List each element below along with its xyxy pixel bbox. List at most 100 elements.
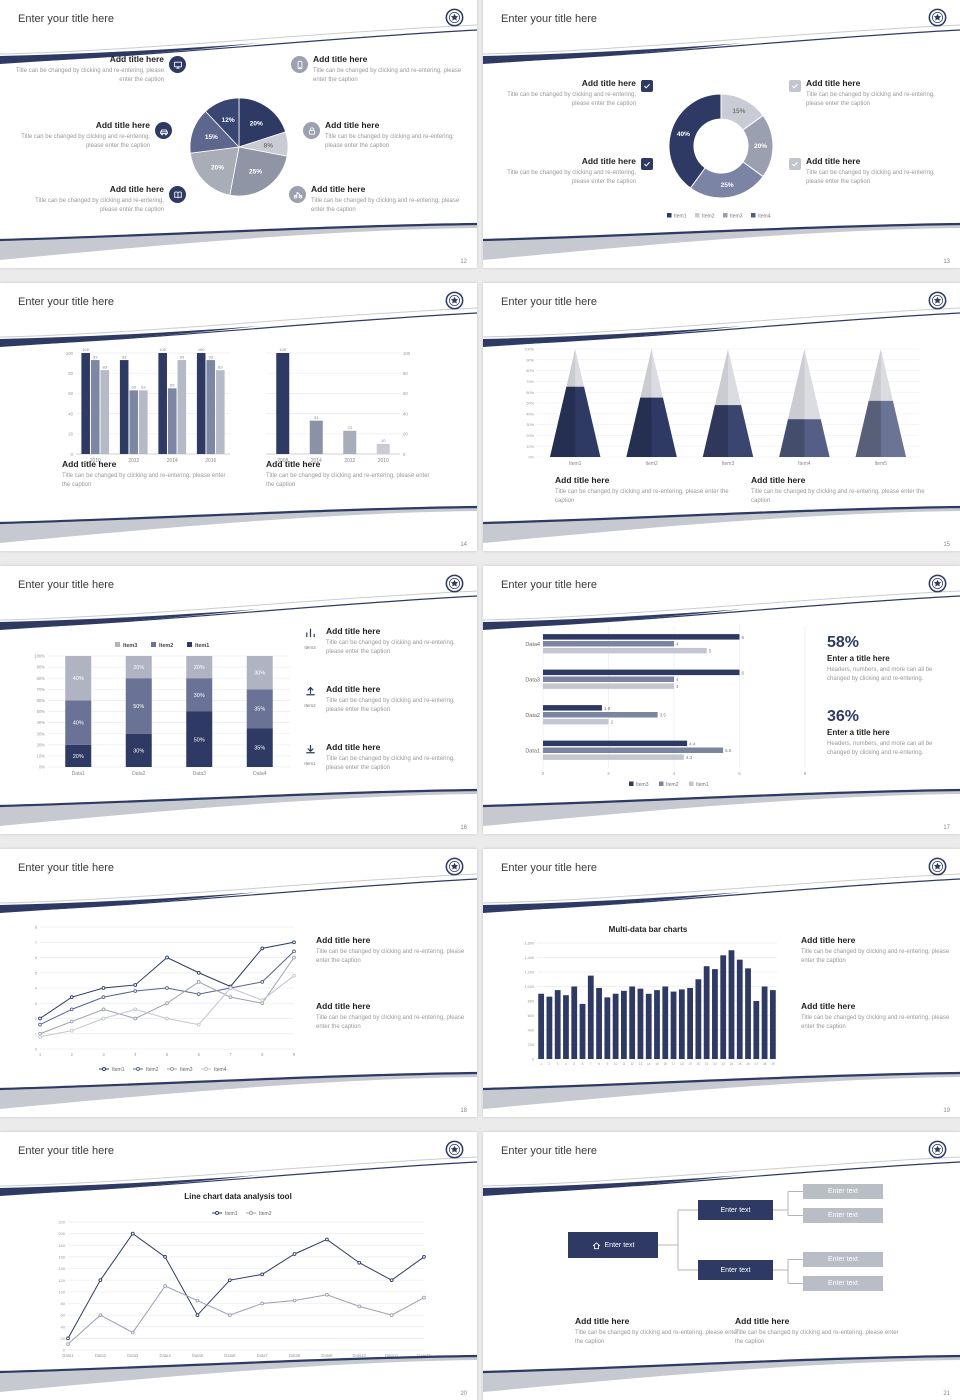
flow-diagram: Enter text Enter text Enter text Enter t…: [568, 1182, 913, 1307]
svg-text:40: 40: [61, 1324, 66, 1329]
slide-thumbnail-20[interactable]: Enter your title here Line chart data an…: [0, 1132, 477, 1400]
slide-thumbnail-14[interactable]: Enter your title here 0 20 40 60 80 100 2010 10…: [0, 283, 477, 551]
donut-chart: 15% 20% 25% 40% Item1 Item2 Item3 Item4: [665, 86, 777, 222]
svg-text:0: 0: [532, 1058, 534, 1062]
page-number: 15: [943, 542, 950, 548]
diagram-leaf-box[interactable]: Enter text: [803, 1252, 883, 1267]
diagram-branch-box[interactable]: Enter text: [698, 1260, 773, 1280]
svg-text:5: 5: [573, 1062, 575, 1066]
block-caption: Title can be changed by clicking and re-…: [326, 640, 455, 656]
svg-text:8: 8: [261, 1052, 264, 1057]
svg-text:1: 1: [540, 1062, 542, 1066]
bottom-swoosh-decoration: [0, 788, 477, 826]
svg-text:19: 19: [688, 1062, 692, 1066]
feature-block: Add title here Title can be changed by cl…: [291, 54, 467, 86]
diagram-root-box[interactable]: Enter text: [568, 1232, 658, 1258]
checkbox-icon: [789, 80, 801, 92]
page-number: 21: [943, 1391, 950, 1397]
feature-block: Add title here Title can be changed by cl…: [12, 54, 186, 86]
svg-text:Data3: Data3: [525, 677, 540, 683]
book-icon: [169, 186, 186, 203]
svg-text:Item1: Item1: [696, 782, 709, 788]
bottom-swoosh-decoration: [0, 222, 477, 260]
diagram-leaf-box[interactable]: Enter text: [803, 1184, 883, 1199]
svg-text:50%: 50%: [194, 737, 205, 743]
svg-text:23: 23: [721, 1062, 725, 1066]
diagram-box-label: Enter text: [720, 1206, 751, 1214]
svg-text:63: 63: [141, 385, 146, 390]
slide-thumbnail-15[interactable]: Enter your title here 0% 10% 20% 30% 40% 50% 6…: [483, 283, 960, 551]
svg-text:8: 8: [35, 925, 38, 930]
svg-text:10%: 10%: [526, 445, 534, 449]
slide-thumbnail-21[interactable]: Enter your title here Enter text Enter t…: [483, 1132, 960, 1400]
svg-text:20: 20: [68, 432, 73, 437]
svg-text:0%: 0%: [529, 456, 535, 460]
svg-text:12%: 12%: [222, 117, 235, 124]
block-caption: Title can be changed by clicking and re-…: [325, 134, 454, 150]
svg-text:18: 18: [680, 1062, 684, 1066]
svg-text:140: 140: [58, 1266, 65, 1271]
svg-text:Data10: Data10: [353, 1353, 367, 1358]
multi-data-bar-chart: 0 200 400 600 800 1,000 1,200 1,400 1,600 1 2 3 4 5 6 7…: [513, 939, 779, 1069]
svg-text:160: 160: [58, 1255, 65, 1260]
block-caption: Title can be changed by clicking and re-…: [326, 756, 455, 772]
svg-text:30%: 30%: [194, 693, 205, 699]
svg-text:21: 21: [705, 1062, 709, 1066]
svg-text:10: 10: [614, 1062, 618, 1066]
svg-text:Item2: Item2: [259, 1211, 272, 1217]
svg-text:20%: 20%: [754, 143, 767, 150]
home-icon: [592, 1241, 601, 1250]
svg-text:10%: 10%: [37, 754, 46, 759]
svg-text:100%: 100%: [524, 348, 534, 352]
slide-thumbnail-12[interactable]: Enter your title here 20% 8% 25% 20% 15% 12% …: [0, 0, 477, 268]
block-caption: Title can be changed by clicking and re-…: [751, 489, 925, 505]
block-title: Add title here: [311, 184, 366, 194]
svg-text:23: 23: [348, 425, 353, 430]
svg-text:15: 15: [655, 1062, 659, 1066]
svg-text:Data4: Data4: [253, 771, 267, 777]
slide-thumbnail-13[interactable]: Enter your title here 15% 20% 25% 40% Item1 I…: [483, 0, 960, 268]
block-title: Add title here: [735, 1316, 790, 1326]
svg-text:30%: 30%: [254, 671, 265, 677]
svg-text:4: 4: [676, 642, 679, 647]
bicycle-icon: [289, 186, 306, 203]
svg-text:Data7: Data7: [257, 1353, 269, 1358]
diagram-box-label: Enter text: [828, 1212, 858, 1219]
svg-text:17: 17: [672, 1062, 676, 1066]
svg-text:Item2: Item2: [666, 782, 679, 788]
svg-text:2: 2: [71, 1052, 74, 1057]
slide-title: Enter your title here: [18, 296, 114, 308]
svg-text:65: 65: [170, 383, 175, 388]
block-caption: Title can be changed by clicking and re-…: [313, 68, 462, 84]
svg-text:Data9: Data9: [321, 1353, 333, 1358]
slide-thumbnail-16[interactable]: Enter your title here Item3 Item2 Item1 0% 1…: [0, 566, 477, 834]
svg-text:0: 0: [403, 452, 406, 457]
diagram-leaf-box[interactable]: Enter text: [803, 1276, 883, 1291]
page-number: 12: [460, 259, 467, 265]
svg-text:Data2: Data2: [525, 713, 540, 719]
svg-text:60%: 60%: [37, 698, 46, 703]
icon-label: Item1: [304, 761, 316, 766]
svg-text:4: 4: [676, 677, 679, 682]
block-caption: Title can be changed by clicking and re-…: [266, 473, 430, 489]
svg-text:11: 11: [622, 1062, 626, 1066]
svg-text:80%: 80%: [526, 369, 534, 373]
svg-text:93: 93: [180, 354, 185, 359]
svg-text:Item3: Item3: [722, 461, 735, 467]
slide-thumbnail-17[interactable]: Enter your title here 0 2 4 6 8 Data4 6 4 5 Data3…: [483, 566, 960, 834]
slide-thumbnail-19[interactable]: Enter your title here Multi-data bar cha…: [483, 849, 960, 1117]
bar-chart: 0 20 40 60 80 100 2008 100 2014 33 2012 23 2010 10: [258, 343, 422, 467]
svg-text:9: 9: [293, 1052, 296, 1057]
diagram-leaf-box[interactable]: Enter text: [803, 1208, 883, 1223]
diagram-branch-box[interactable]: Enter text: [698, 1200, 773, 1220]
checkbox-icon: [789, 158, 801, 170]
svg-text:20: 20: [697, 1062, 701, 1066]
block-caption: Title can be changed by clicking and re-…: [507, 92, 636, 108]
icon-label: Item3: [304, 645, 316, 650]
svg-text:13: 13: [639, 1062, 643, 1066]
svg-text:2012: 2012: [128, 458, 139, 464]
slide-title: Enter your title here: [501, 862, 597, 874]
top-swoosh-decoration: [483, 1156, 960, 1196]
